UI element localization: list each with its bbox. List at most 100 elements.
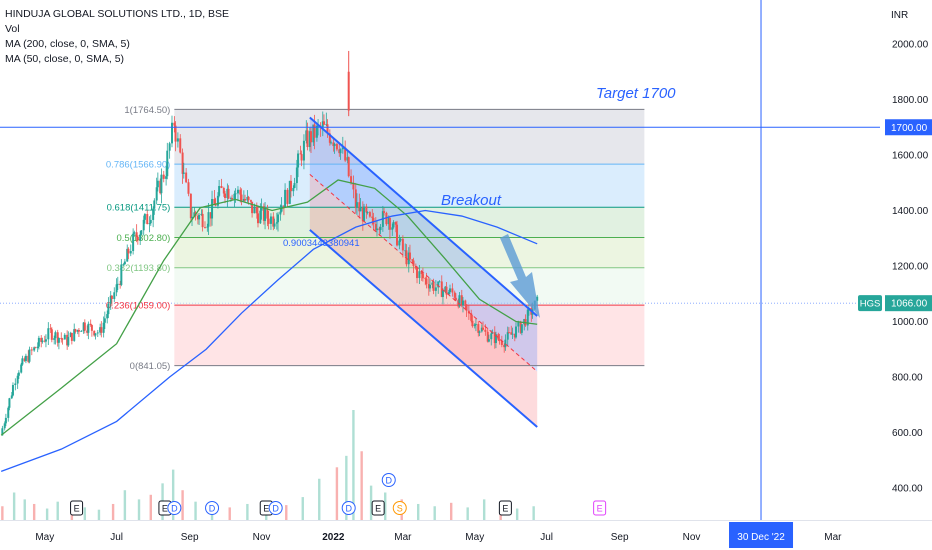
candle-body [520, 324, 523, 333]
price-tick-label: 1400.00 [892, 206, 929, 217]
candle-body [378, 228, 381, 231]
candle-body [27, 355, 30, 362]
candle-body [302, 140, 305, 161]
symbol-badge[interactable] [858, 295, 882, 312]
candle-body [352, 182, 355, 190]
dividend-marker-label[interactable]: D [209, 504, 216, 514]
current-price-badge[interactable] [885, 295, 932, 312]
parallel-channel[interactable]: 0.9003443380941 [283, 116, 538, 428]
symbol-title[interactable]: HINDUJA GLOBAL SOLUTIONS LTD., 1D, BSE [5, 8, 230, 20]
candle-body [347, 157, 350, 177]
candle-body [193, 212, 196, 217]
dividend-marker-label[interactable]: D [345, 504, 352, 514]
candle-body [387, 218, 390, 225]
candle-body [392, 222, 395, 228]
earnings-marker-label[interactable]: E [502, 504, 508, 514]
earnings-marker-label[interactable]: E [162, 504, 168, 514]
split-marker[interactable] [392, 501, 407, 515]
earnings-marker-label[interactable]: E [74, 504, 80, 514]
candle-body [438, 281, 441, 283]
candle-body [363, 206, 366, 222]
candle-body [332, 142, 335, 147]
legend-ma200[interactable]: MA (200, close, 0, SMA, 5) [5, 38, 130, 50]
event-markers[interactable]: E E D D E D D E SDE E [70, 473, 607, 516]
fib-label-1: 1(1764.50) [124, 105, 170, 116]
target-price-label[interactable]: 1700.00 [891, 123, 928, 134]
candle-body [394, 222, 397, 225]
candle-body [242, 198, 245, 201]
channel-middle-line[interactable] [309, 174, 538, 372]
candle-body [453, 292, 456, 298]
candle-body [43, 340, 46, 342]
volume-bar [285, 505, 288, 520]
dividend-marker-label[interactable]: D [171, 504, 178, 514]
earnings-marker[interactable] [593, 500, 607, 516]
price-axis[interactable]: INR 400.00 600.00 800.00 1000.00 1200.00 1400.… [858, 0, 932, 520]
candle-body [168, 143, 171, 151]
dividend-marker[interactable] [268, 501, 283, 515]
candle-body [93, 330, 96, 336]
candle-body [113, 292, 116, 299]
dividend-marker-label[interactable]: D [386, 476, 393, 486]
volume-bar [335, 467, 339, 520]
ma200-line [0, 209, 538, 472]
earnings-marker-label[interactable]: E [597, 504, 603, 514]
horizontal-and-vertical-lines[interactable] [0, 0, 880, 520]
earnings-marker[interactable] [498, 500, 512, 516]
volume-bar [369, 485, 373, 520]
candle-body [143, 214, 146, 220]
candle-body [514, 326, 517, 338]
candle-body [293, 183, 296, 188]
candle-body [33, 347, 36, 351]
channel-lower-line[interactable] [309, 229, 538, 428]
target-price-badge[interactable] [885, 119, 932, 136]
channel-upper-line[interactable] [309, 116, 538, 317]
candle-body [173, 122, 176, 126]
candle-body [480, 327, 483, 332]
candle-body [8, 398, 11, 408]
date-marker-badge[interactable] [729, 522, 794, 548]
dividend-marker[interactable] [341, 501, 356, 515]
candle-body [3, 423, 6, 429]
dividend-marker[interactable] [167, 501, 182, 515]
symbol-badge-label[interactable]: HGS [860, 299, 881, 310]
candle-body [44, 339, 47, 342]
candle-body [224, 193, 227, 199]
candle-body [473, 324, 476, 327]
candle-body [253, 206, 256, 214]
candle-body [174, 125, 177, 142]
candle-body [198, 215, 201, 220]
candle-body [321, 121, 324, 128]
legend-vol[interactable]: Vol [5, 23, 20, 35]
time-axis[interactable]: May Jul Sep Nov 2022 Mar May Jul Sep Nov Mar 30 Dec… [0, 520, 932, 550]
candle-body [239, 189, 242, 195]
split-marker-label[interactable]: S [397, 504, 403, 514]
candle-body [159, 180, 162, 194]
moving-averages [0, 179, 538, 472]
date-marker-label[interactable]: 30 Dec '22 [737, 532, 785, 543]
dividend-marker-label[interactable]: D [272, 504, 279, 514]
candle-body [454, 297, 457, 301]
candle-body [396, 224, 399, 246]
candle-body [444, 286, 447, 291]
earnings-marker[interactable] [70, 500, 84, 516]
candle-body [526, 309, 529, 326]
candle-body [140, 230, 143, 235]
volume-bar [360, 451, 363, 520]
candle-body [96, 332, 99, 334]
volume-bar [228, 507, 231, 520]
legend-ma50[interactable]: MA (50, close, 0, SMA, 5) [5, 53, 125, 65]
candle-body [305, 130, 308, 141]
candle-body [142, 219, 145, 231]
candle-body [123, 261, 126, 265]
candle-body [339, 149, 342, 154]
candle-body [375, 228, 378, 231]
earnings-marker[interactable] [371, 500, 385, 516]
dividend-marker[interactable] [205, 501, 220, 515]
earnings-marker-label[interactable]: E [375, 504, 381, 514]
earnings-marker-label[interactable]: E [263, 504, 269, 514]
current-price-label[interactable]: 1066.00 [891, 299, 928, 310]
dividend-marker[interactable] [381, 473, 396, 487]
candle-body [132, 233, 135, 251]
